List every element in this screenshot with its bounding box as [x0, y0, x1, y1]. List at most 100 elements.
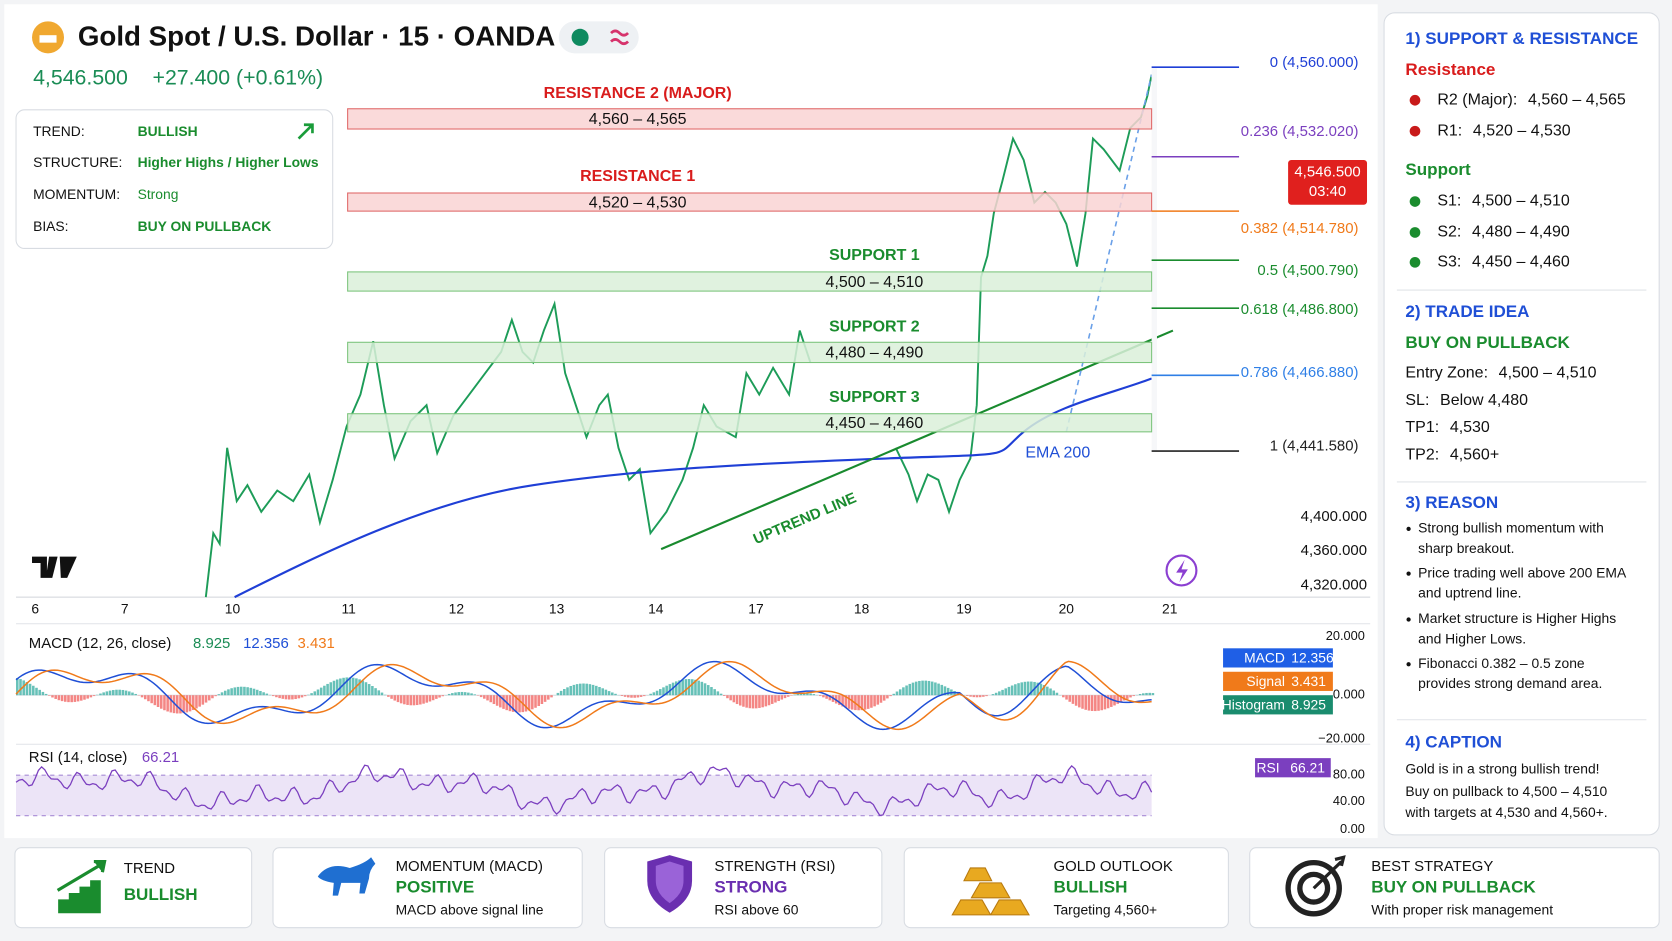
macd-tag [1223, 671, 1333, 691]
bullet [1406, 662, 1411, 667]
macd-histogram-bar [38, 689, 41, 696]
fib-label: 1 (4,441.580) [1270, 438, 1359, 455]
macd-histogram-bar [994, 692, 998, 696]
macd-histogram-bar [780, 695, 784, 700]
status-pill[interactable] [558, 21, 639, 54]
macd-histogram-bar [1078, 695, 1081, 708]
macd-histogram-bar [729, 695, 732, 701]
macd-histogram-bar [918, 680, 921, 696]
support-value: 4,480 – 4,490 [1472, 224, 1570, 241]
macd-histogram-bar [316, 689, 320, 696]
macd-histogram-bar [262, 692, 265, 696]
macd-histogram-bar [1030, 681, 1033, 696]
level-dot [1409, 227, 1421, 238]
macd-histogram-bar [166, 695, 169, 712]
macd-histogram-bar [751, 695, 755, 709]
macd-histogram-bar [463, 692, 467, 696]
macd-histogram-bar [1106, 695, 1110, 709]
macd-histogram-bar [1132, 695, 1135, 697]
macd-histogram-bar [895, 691, 899, 696]
macd-histogram-bar [115, 689, 118, 696]
macd-histogram-bar [604, 689, 608, 696]
macd-histogram-bar [818, 695, 822, 697]
macd-tag-value: 12.356 [1291, 650, 1334, 666]
zone-range: 4,520 – 4,530 [589, 194, 687, 211]
reason-text: provides strong demand area. [1418, 675, 1602, 691]
macd-histogram-bar [335, 679, 339, 696]
fib-label: 0.786 (4,466.880) [1241, 364, 1359, 381]
macd-histogram-bar [182, 695, 185, 714]
rsi-tag-value: 66.21 [1290, 759, 1325, 775]
macd-histogram-bar [1097, 695, 1100, 711]
macd-histogram-bar [409, 695, 413, 706]
date-label: 13 [549, 601, 565, 617]
macd-histogram-bar [159, 695, 163, 709]
macd-histogram-bar [946, 687, 950, 696]
macd-histogram-bar [678, 680, 681, 696]
macd-histogram-bar [419, 695, 422, 705]
rsi-line [15, 764, 1153, 817]
resistance-title: Resistance [1405, 60, 1495, 79]
macd-histogram-bar [700, 681, 704, 696]
macd-histogram-bar [447, 693, 451, 696]
date-label: 11 [342, 601, 357, 617]
trade-row-label: TP1: [1405, 419, 1439, 436]
macd-histogram-bar [527, 695, 531, 711]
macd-histogram-bar [396, 695, 400, 703]
date-label: 19 [956, 601, 972, 617]
macd-histogram-bar [259, 690, 262, 696]
macd-histogram-bar [1126, 695, 1129, 699]
macd-histogram-bar [1039, 683, 1043, 696]
zone-title: RESISTANCE 2 (MAJOR) [544, 85, 732, 102]
macd-histogram-bar [930, 681, 934, 696]
macd-histogram-bar [435, 695, 438, 699]
macd-histogram-bar [591, 684, 595, 696]
macd-histogram-bar [380, 692, 384, 696]
macd-tag [1223, 648, 1333, 668]
macd-histogram-bar [51, 695, 54, 698]
reason-text: Market structure is Higher Highs [1418, 610, 1616, 626]
summary-value: BUY ON PULLBACK [138, 218, 272, 234]
macd-histogram-bar [582, 683, 585, 696]
macd-histogram-bar [454, 692, 457, 696]
zone-band [347, 413, 1153, 433]
macd-histogram-bar [451, 693, 454, 696]
macd-tag-name: MACD [1244, 650, 1285, 666]
macd-histogram-bar [636, 695, 640, 698]
macd-histogram-bar [303, 695, 307, 697]
fib-label: 0 (4,560.000) [1270, 54, 1359, 71]
macd-histogram-bar [540, 695, 544, 704]
macd-histogram-bar [710, 687, 713, 696]
trade-row-label: TP2: [1405, 447, 1439, 464]
macd-value: 3.431 [298, 635, 335, 652]
summary-box [15, 109, 334, 249]
macd-histogram-bar [102, 692, 105, 696]
macd-histogram-bar [595, 685, 598, 696]
resistance-value: 4,560 – 4,565 [1528, 91, 1626, 108]
macd-histogram-bar [860, 695, 864, 711]
macd-histogram-bar [265, 693, 269, 696]
macd-histogram-bar [857, 695, 860, 711]
support-title: Support [1405, 160, 1471, 179]
macd-histogram-bar [412, 695, 416, 706]
macd-histogram-bar [607, 691, 611, 696]
macd-histogram-bar [598, 686, 601, 696]
macd-histogram-bar [828, 695, 832, 701]
macd-histogram-bar [694, 679, 697, 696]
macd-histogram-bar [1087, 695, 1091, 711]
macd-histogram-bar [534, 695, 537, 708]
macd-histogram-bar [1036, 682, 1040, 696]
macd-histogram-bar [658, 689, 662, 696]
trade-row-label: Entry Zone: [1405, 364, 1488, 381]
macd-tag-name: Signal [1246, 673, 1285, 689]
macd-histogram-bar [511, 695, 515, 712]
reason-text: and uptrend line. [1418, 585, 1521, 601]
macd-histogram-bar [1052, 690, 1056, 696]
macd-histogram-bar [742, 695, 745, 707]
macd-histogram-bar [873, 695, 876, 707]
uptrend-line [660, 329, 1174, 551]
macd-histogram-bar [1001, 689, 1004, 696]
macd-histogram-bar [16, 678, 19, 696]
last-price: 4,546.500 [33, 66, 128, 90]
macd-histogram-bar [892, 693, 896, 696]
